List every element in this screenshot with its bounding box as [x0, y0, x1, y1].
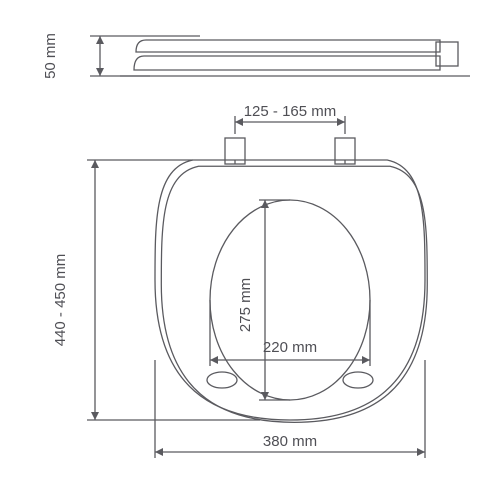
buffer-left — [207, 372, 237, 388]
seat-outline-inner — [161, 166, 427, 422]
side-lid-profile — [136, 40, 440, 52]
dim-inner-length: 275 mm — [237, 278, 254, 332]
dim-length: 440 - 450 mm — [52, 254, 69, 347]
seat-opening — [210, 200, 370, 400]
dim-thickness: 50 mm — [42, 33, 59, 79]
side-hinge — [436, 42, 458, 66]
side-seat-profile — [134, 56, 440, 70]
dim-hinge-spread: 125 - 165 mm — [244, 103, 337, 120]
seat-outline — [155, 160, 425, 420]
buffer-right — [343, 372, 373, 388]
dim-inner-width: 220 mm — [263, 339, 317, 356]
dim-outer-width: 380 mm — [263, 433, 317, 450]
